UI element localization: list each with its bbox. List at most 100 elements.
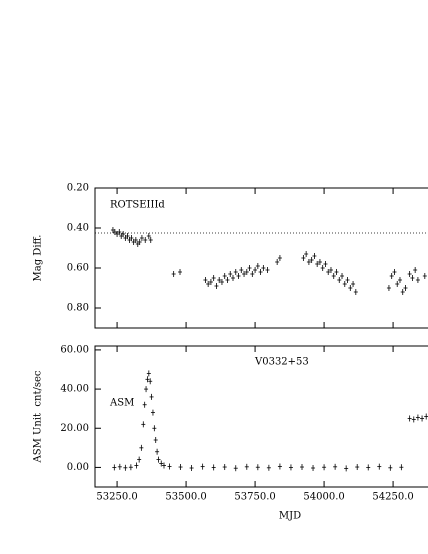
data-point xyxy=(265,267,270,273)
x-axis-label: MJD xyxy=(279,511,301,522)
data-point xyxy=(244,463,249,470)
data-point xyxy=(301,255,306,261)
data-point xyxy=(150,409,155,416)
data-point xyxy=(155,448,160,455)
data-point xyxy=(337,277,342,283)
data-point xyxy=(344,465,349,472)
data-point xyxy=(348,285,353,291)
data-point xyxy=(328,267,333,273)
data-point xyxy=(139,444,144,451)
y-axis-label: ASM Unit cnt/sec xyxy=(33,370,44,463)
y-tick-label: 0.80 xyxy=(67,303,89,314)
data-point xyxy=(353,289,358,295)
x-tick-label: 53250.0 xyxy=(96,492,137,503)
source-label: V0332+53 xyxy=(254,357,309,368)
data-point xyxy=(304,251,309,257)
data-point xyxy=(137,456,142,463)
y-tick-label: 0.00 xyxy=(67,462,89,473)
data-point xyxy=(355,464,360,471)
data-point xyxy=(236,273,241,279)
y-axis-label: Mag Diff. xyxy=(33,235,44,282)
data-point xyxy=(288,464,293,471)
data-point xyxy=(388,464,393,471)
y-tick-label: 20.00 xyxy=(60,423,89,434)
data-point xyxy=(389,273,394,279)
data-point xyxy=(137,239,142,245)
data-point xyxy=(233,465,238,472)
data-point xyxy=(112,464,117,471)
data-point xyxy=(413,267,418,273)
data-point xyxy=(156,456,161,463)
data-point xyxy=(277,463,282,470)
y-tick-label: 40.00 xyxy=(60,384,89,395)
data-point xyxy=(277,255,282,261)
data-point xyxy=(323,261,328,267)
data-point xyxy=(334,269,339,275)
data-point xyxy=(400,289,405,295)
data-point xyxy=(407,271,412,277)
panel-annotation: ROTSEIIId xyxy=(110,200,165,211)
data-point xyxy=(206,281,211,287)
data-point xyxy=(253,267,258,273)
data-point xyxy=(178,269,183,275)
data-point xyxy=(129,235,134,241)
data-point xyxy=(255,464,260,471)
y-tick-label: 0.60 xyxy=(67,263,89,274)
data-point xyxy=(125,233,130,239)
data-point xyxy=(189,465,194,472)
x-tick-label: 54250.0 xyxy=(372,492,413,503)
data-point xyxy=(366,464,371,471)
data-point xyxy=(159,460,164,467)
panel-annotation: ASM xyxy=(109,398,134,409)
data-point xyxy=(300,464,304,471)
data-point xyxy=(333,463,338,470)
plot-frame xyxy=(94,187,428,329)
data-point xyxy=(306,259,311,265)
data-point xyxy=(415,414,420,421)
data-point xyxy=(219,279,224,285)
data-point xyxy=(123,464,128,471)
data-point xyxy=(144,386,149,393)
x-tick-label: 53500.0 xyxy=(165,492,206,503)
data-point xyxy=(311,465,316,472)
data-point xyxy=(415,277,420,283)
data-point xyxy=(225,277,230,283)
y-tick-label: 0.20 xyxy=(67,183,89,194)
data-point xyxy=(145,376,150,383)
data-point xyxy=(395,281,400,287)
data-point xyxy=(411,416,416,423)
data-point xyxy=(275,259,280,265)
data-point xyxy=(228,271,233,277)
data-point xyxy=(117,463,122,470)
data-point xyxy=(117,229,122,235)
data-point xyxy=(128,464,133,471)
data-point xyxy=(250,271,255,277)
data-point xyxy=(217,277,222,283)
data-point xyxy=(214,283,219,289)
data-point xyxy=(142,401,147,408)
plot-frame xyxy=(94,345,428,488)
data-point xyxy=(403,285,408,291)
data-point xyxy=(255,263,260,269)
data-point xyxy=(424,413,428,420)
data-point xyxy=(239,267,244,273)
data-point xyxy=(143,237,148,243)
data-point xyxy=(141,421,146,428)
data-point xyxy=(233,269,238,275)
data-point xyxy=(342,281,347,287)
x-tick-label: 54000.0 xyxy=(303,492,344,503)
data-point xyxy=(244,269,249,275)
data-point xyxy=(149,393,154,400)
data-point xyxy=(242,271,247,277)
data-point xyxy=(410,275,415,281)
data-point xyxy=(131,239,136,245)
data-point xyxy=(231,275,235,281)
data-point xyxy=(317,259,322,265)
data-point xyxy=(326,269,331,275)
data-point xyxy=(148,378,153,385)
data-point xyxy=(258,269,263,275)
data-point xyxy=(178,464,183,471)
data-point xyxy=(309,257,314,263)
x-tick-label: 53750.0 xyxy=(234,492,275,503)
